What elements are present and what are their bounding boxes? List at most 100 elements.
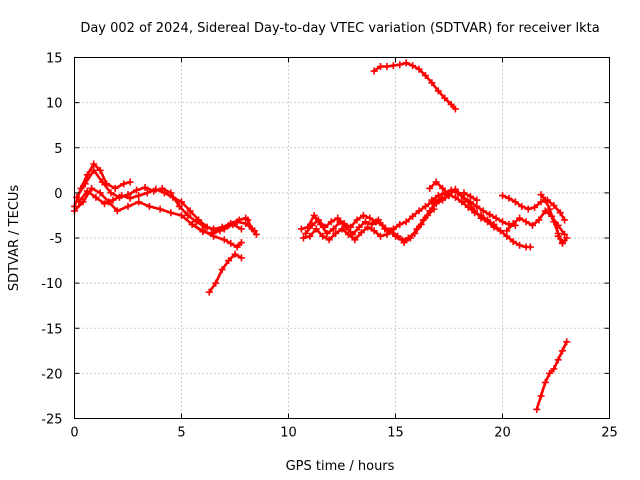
data-point	[92, 193, 100, 201]
data-point	[441, 94, 449, 102]
data-point	[227, 239, 235, 247]
data-point	[237, 254, 245, 262]
data-point	[505, 194, 513, 202]
data-point	[242, 220, 250, 228]
data-point	[490, 223, 498, 231]
data-point	[225, 221, 233, 229]
data-point	[220, 236, 228, 244]
data-point	[396, 61, 404, 69]
data-point	[518, 202, 526, 210]
data-point	[428, 196, 436, 204]
data-point	[188, 220, 196, 228]
data-point	[409, 212, 417, 220]
data-point	[486, 211, 494, 219]
data-point	[477, 214, 485, 222]
data-point	[135, 198, 143, 206]
data-point	[233, 218, 241, 226]
data-point	[402, 59, 410, 67]
data-point	[537, 198, 545, 206]
data-point	[421, 72, 429, 80]
data-point	[115, 193, 123, 201]
data-point	[237, 225, 245, 233]
data-point	[383, 230, 391, 238]
data-point	[464, 198, 472, 206]
data-point	[237, 239, 245, 247]
data-point	[499, 218, 506, 226]
data-point	[554, 232, 562, 240]
data-point	[141, 183, 149, 191]
data-point	[81, 180, 89, 188]
data-point	[402, 218, 410, 226]
data-point	[351, 236, 359, 244]
data-point	[522, 218, 530, 226]
data-point	[439, 196, 447, 204]
data-point	[466, 192, 474, 200]
series-arc-l	[426, 178, 534, 251]
data-point	[192, 218, 200, 226]
x-tick-label: 0	[70, 426, 78, 441]
data-point	[546, 369, 554, 377]
data-point	[124, 202, 132, 210]
data-point	[90, 166, 98, 174]
data-point	[332, 229, 340, 237]
data-point	[563, 338, 571, 346]
data-point	[344, 230, 352, 238]
data-point	[347, 223, 355, 231]
data-point	[321, 223, 329, 231]
data-point	[111, 184, 119, 192]
data-point	[496, 227, 504, 235]
x-tick-label: 5	[177, 426, 185, 441]
data-point	[546, 205, 554, 213]
data-point	[509, 238, 517, 246]
data-point	[451, 193, 459, 201]
data-point	[550, 218, 558, 226]
data-point	[302, 229, 310, 237]
data-point	[216, 227, 224, 235]
data-point	[537, 191, 545, 199]
data-point	[396, 220, 404, 228]
data-point	[473, 196, 481, 204]
data-point	[167, 209, 175, 217]
data-point	[319, 232, 327, 240]
data-point	[561, 230, 569, 238]
data-point	[310, 211, 318, 219]
data-point	[156, 205, 164, 213]
series-arc-s	[533, 338, 571, 413]
data-point	[113, 207, 121, 215]
data-point	[201, 223, 209, 231]
data-point	[107, 189, 115, 197]
data-point	[550, 202, 558, 210]
grid	[74, 57, 610, 419]
data-point	[528, 221, 536, 229]
data-point	[535, 216, 543, 224]
data-point	[366, 214, 374, 222]
data-point	[377, 63, 385, 71]
data-point	[175, 202, 183, 210]
data-point	[404, 234, 412, 242]
data-point	[411, 229, 419, 237]
data-point	[509, 220, 517, 228]
y-axis-label: SDTVAR / TECUs	[7, 185, 22, 292]
series-arc-e	[188, 218, 258, 237]
data-point	[516, 214, 524, 222]
data-point	[252, 230, 260, 238]
data-point	[524, 205, 532, 213]
data-point	[88, 184, 96, 192]
data-point	[398, 236, 406, 244]
data-point	[133, 186, 141, 194]
axis-ticks: 0 5 10 15 20 25 -25 -20 -15 -10 -5 0 5 10 15	[41, 52, 618, 441]
data-point	[451, 105, 459, 113]
data-point	[327, 218, 335, 226]
data-point	[233, 243, 241, 251]
data-point	[96, 189, 104, 197]
data-point	[218, 266, 226, 274]
data-point	[511, 198, 519, 206]
data-point	[479, 207, 487, 215]
y-tick-label: -5	[50, 232, 63, 247]
data-point	[473, 202, 481, 210]
data-point	[377, 232, 385, 240]
data-point	[167, 189, 175, 197]
data-point	[451, 185, 459, 193]
data-point	[426, 184, 434, 192]
